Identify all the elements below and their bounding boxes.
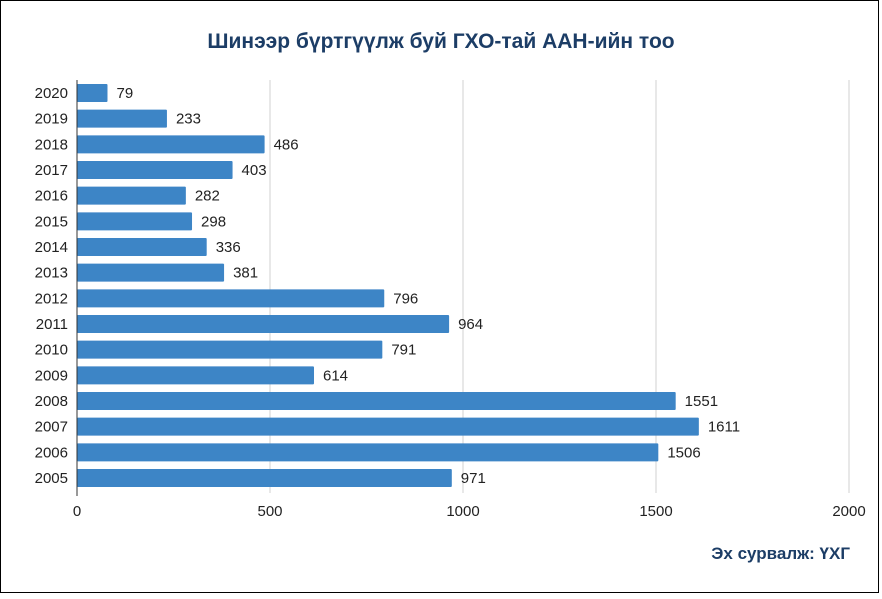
- bar: [77, 161, 233, 179]
- y-tick-label: 2018: [35, 136, 68, 153]
- data-label: 381: [233, 265, 258, 282]
- bar: [77, 392, 676, 410]
- chart-title: Шинээр бүртгүүлж буй ГХО-тай ААН-ийн тоо: [207, 30, 675, 53]
- y-tick-label: 2010: [35, 342, 68, 359]
- data-label: 79: [116, 85, 133, 102]
- y-tick-label: 2013: [35, 265, 68, 282]
- bar: [77, 238, 207, 256]
- data-label: 282: [195, 188, 220, 205]
- data-label: 298: [201, 213, 226, 230]
- bar: [77, 469, 452, 487]
- y-tick-label: 2020: [35, 85, 68, 102]
- bar: [77, 315, 450, 333]
- y-tick-label: 2014: [35, 239, 68, 256]
- data-label: 614: [323, 367, 348, 384]
- bar: [77, 263, 225, 282]
- bar: [77, 186, 186, 205]
- y-tick-label: 2008: [35, 393, 68, 410]
- y-tick-label: 2017: [35, 162, 68, 179]
- bar: [77, 289, 385, 308]
- data-label: 1551: [685, 393, 718, 410]
- x-tick-label: 500: [257, 503, 282, 520]
- y-tick-label: 2006: [35, 444, 68, 461]
- data-label: 486: [274, 136, 299, 153]
- data-label: 796: [393, 290, 418, 307]
- y-tick-label: 2016: [35, 188, 68, 205]
- source-note: Эх сурвалж: ҮХГ: [711, 544, 850, 563]
- x-tick-label: 1500: [639, 503, 672, 520]
- y-tick-label: 2019: [35, 111, 68, 128]
- data-label: 1506: [667, 444, 700, 461]
- y-tick-label: 2011: [36, 316, 68, 333]
- x-tick-label: 2000: [832, 503, 865, 520]
- bar: [77, 417, 699, 436]
- y-tick-label: 2007: [35, 419, 68, 436]
- data-label: 791: [391, 342, 416, 359]
- x-tick-label: 0: [73, 503, 81, 520]
- bar: [77, 212, 193, 231]
- bar: [77, 340, 383, 359]
- bar: [77, 366, 315, 385]
- x-tick-label: 1000: [446, 503, 479, 520]
- bar: [77, 135, 265, 154]
- y-tick-label: 2015: [35, 213, 68, 230]
- bar: [77, 443, 659, 462]
- data-label: 336: [216, 239, 241, 256]
- data-label: 403: [242, 162, 267, 179]
- bar: [77, 109, 167, 128]
- y-tick-label: 2012: [35, 290, 68, 307]
- bar: [77, 84, 108, 102]
- data-label: 964: [458, 316, 483, 333]
- data-label: 233: [176, 111, 201, 128]
- y-tick-label: 2009: [35, 367, 68, 384]
- data-label: 1611: [708, 419, 740, 436]
- y-tick-label: 2005: [35, 470, 68, 487]
- data-label: 971: [461, 470, 486, 487]
